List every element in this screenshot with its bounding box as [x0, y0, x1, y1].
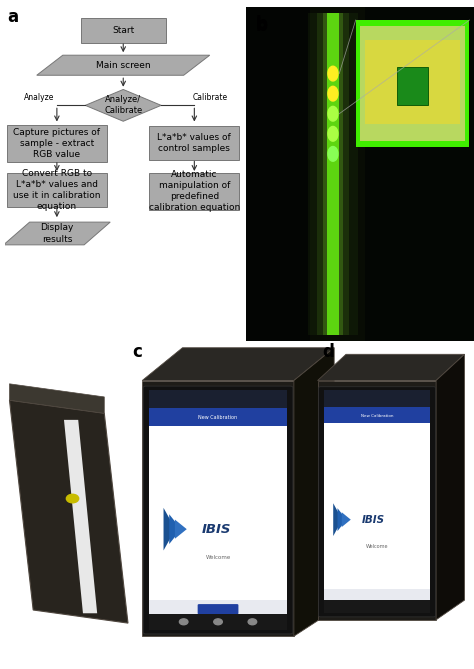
FancyBboxPatch shape: [246, 7, 310, 341]
FancyBboxPatch shape: [324, 407, 430, 424]
FancyBboxPatch shape: [365, 7, 474, 341]
Text: Welcome: Welcome: [366, 544, 388, 549]
FancyBboxPatch shape: [365, 40, 460, 124]
Text: Convert RGB to
L*a*b* values and
use it in calibration
equation: Convert RGB to L*a*b* values and use it …: [13, 169, 100, 211]
FancyBboxPatch shape: [198, 604, 238, 614]
Circle shape: [328, 106, 338, 121]
Text: New Calibration: New Calibration: [199, 415, 237, 420]
Text: Welcome: Welcome: [205, 555, 231, 561]
Text: L*a*b* values of
control samples: L*a*b* values of control samples: [157, 133, 231, 153]
FancyBboxPatch shape: [7, 173, 107, 207]
FancyBboxPatch shape: [149, 390, 287, 408]
Circle shape: [179, 619, 188, 625]
Polygon shape: [342, 512, 351, 527]
FancyBboxPatch shape: [318, 381, 436, 619]
Polygon shape: [64, 420, 97, 613]
FancyBboxPatch shape: [149, 426, 287, 600]
FancyBboxPatch shape: [149, 408, 287, 426]
Text: Analyze/
Calibrate: Analyze/ Calibrate: [104, 95, 142, 116]
Text: a: a: [7, 9, 18, 26]
FancyBboxPatch shape: [143, 386, 293, 634]
FancyBboxPatch shape: [317, 13, 349, 334]
Circle shape: [328, 126, 338, 141]
Text: Automatic
manipulation of
predefined
calibration equation: Automatic manipulation of predefined cal…: [149, 170, 240, 213]
Polygon shape: [164, 508, 175, 551]
FancyBboxPatch shape: [324, 599, 430, 613]
FancyBboxPatch shape: [356, 20, 469, 147]
Polygon shape: [333, 503, 342, 536]
Polygon shape: [337, 508, 346, 531]
FancyBboxPatch shape: [324, 390, 430, 613]
Text: c: c: [133, 343, 143, 361]
FancyBboxPatch shape: [149, 614, 287, 630]
FancyBboxPatch shape: [149, 173, 239, 210]
FancyBboxPatch shape: [327, 13, 339, 334]
Polygon shape: [9, 400, 128, 623]
Polygon shape: [436, 355, 465, 619]
Text: Main screen: Main screen: [96, 61, 151, 70]
FancyBboxPatch shape: [149, 390, 287, 630]
Polygon shape: [169, 514, 181, 544]
Polygon shape: [294, 348, 334, 636]
Circle shape: [328, 147, 338, 161]
Circle shape: [328, 86, 338, 101]
FancyBboxPatch shape: [324, 390, 430, 407]
Polygon shape: [85, 90, 161, 121]
Polygon shape: [36, 56, 210, 76]
Text: Capture pictures of
sample - extract
RGB value: Capture pictures of sample - extract RGB…: [13, 128, 100, 159]
Text: Start: Start: [112, 25, 134, 35]
Text: Calibrate: Calibrate: [192, 92, 228, 102]
Circle shape: [248, 619, 257, 625]
Text: b: b: [255, 15, 267, 33]
Text: Display
results: Display results: [40, 223, 73, 244]
FancyBboxPatch shape: [397, 67, 428, 106]
FancyBboxPatch shape: [323, 13, 343, 334]
FancyBboxPatch shape: [142, 381, 294, 636]
Polygon shape: [3, 222, 110, 245]
Polygon shape: [9, 384, 104, 413]
FancyBboxPatch shape: [324, 423, 430, 589]
Polygon shape: [142, 348, 334, 381]
Text: New Calibration: New Calibration: [361, 414, 393, 418]
Polygon shape: [318, 355, 465, 381]
FancyBboxPatch shape: [319, 387, 436, 617]
Text: d: d: [322, 343, 334, 361]
FancyBboxPatch shape: [246, 7, 474, 341]
FancyBboxPatch shape: [149, 126, 239, 161]
Circle shape: [66, 494, 79, 503]
Text: Analyze: Analyze: [24, 92, 55, 102]
Polygon shape: [175, 520, 187, 539]
FancyBboxPatch shape: [308, 13, 358, 334]
Text: IBIS: IBIS: [362, 514, 385, 524]
FancyBboxPatch shape: [81, 17, 166, 43]
FancyBboxPatch shape: [7, 125, 107, 162]
FancyBboxPatch shape: [360, 26, 465, 141]
Circle shape: [328, 66, 338, 81]
Text: b: b: [256, 17, 268, 35]
Text: IBIS: IBIS: [201, 522, 231, 536]
Circle shape: [214, 619, 222, 625]
